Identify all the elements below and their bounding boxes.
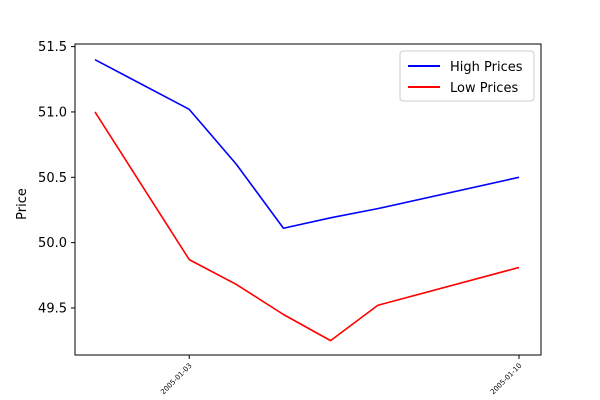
x-tick-label: 2005-01-10 [489,362,523,396]
y-axis: 49.5 50.0 50.5 51.0 51.5 [38,40,75,316]
series-line-high-prices [94,58,520,230]
legend: High Prices Low Prices [399,50,535,102]
legend-box [399,50,535,102]
legend-label: Low Prices [450,81,518,96]
y-tick-label: 50.0 [38,236,67,251]
x-axis: 2005-01-03 2005-01-10 [159,355,523,396]
legend-label: High Prices [450,60,523,75]
y-tick-label: 51.5 [38,40,67,55]
y-tick-label: 51.0 [38,105,67,120]
x-tick-label: 2005-01-03 [159,362,193,396]
series-group [94,58,520,342]
series-line-low-prices [94,111,520,342]
y-tick-label: 50.5 [38,171,67,186]
y-axis-label: Price [15,188,30,220]
y-tick-label: 49.5 [38,301,67,316]
